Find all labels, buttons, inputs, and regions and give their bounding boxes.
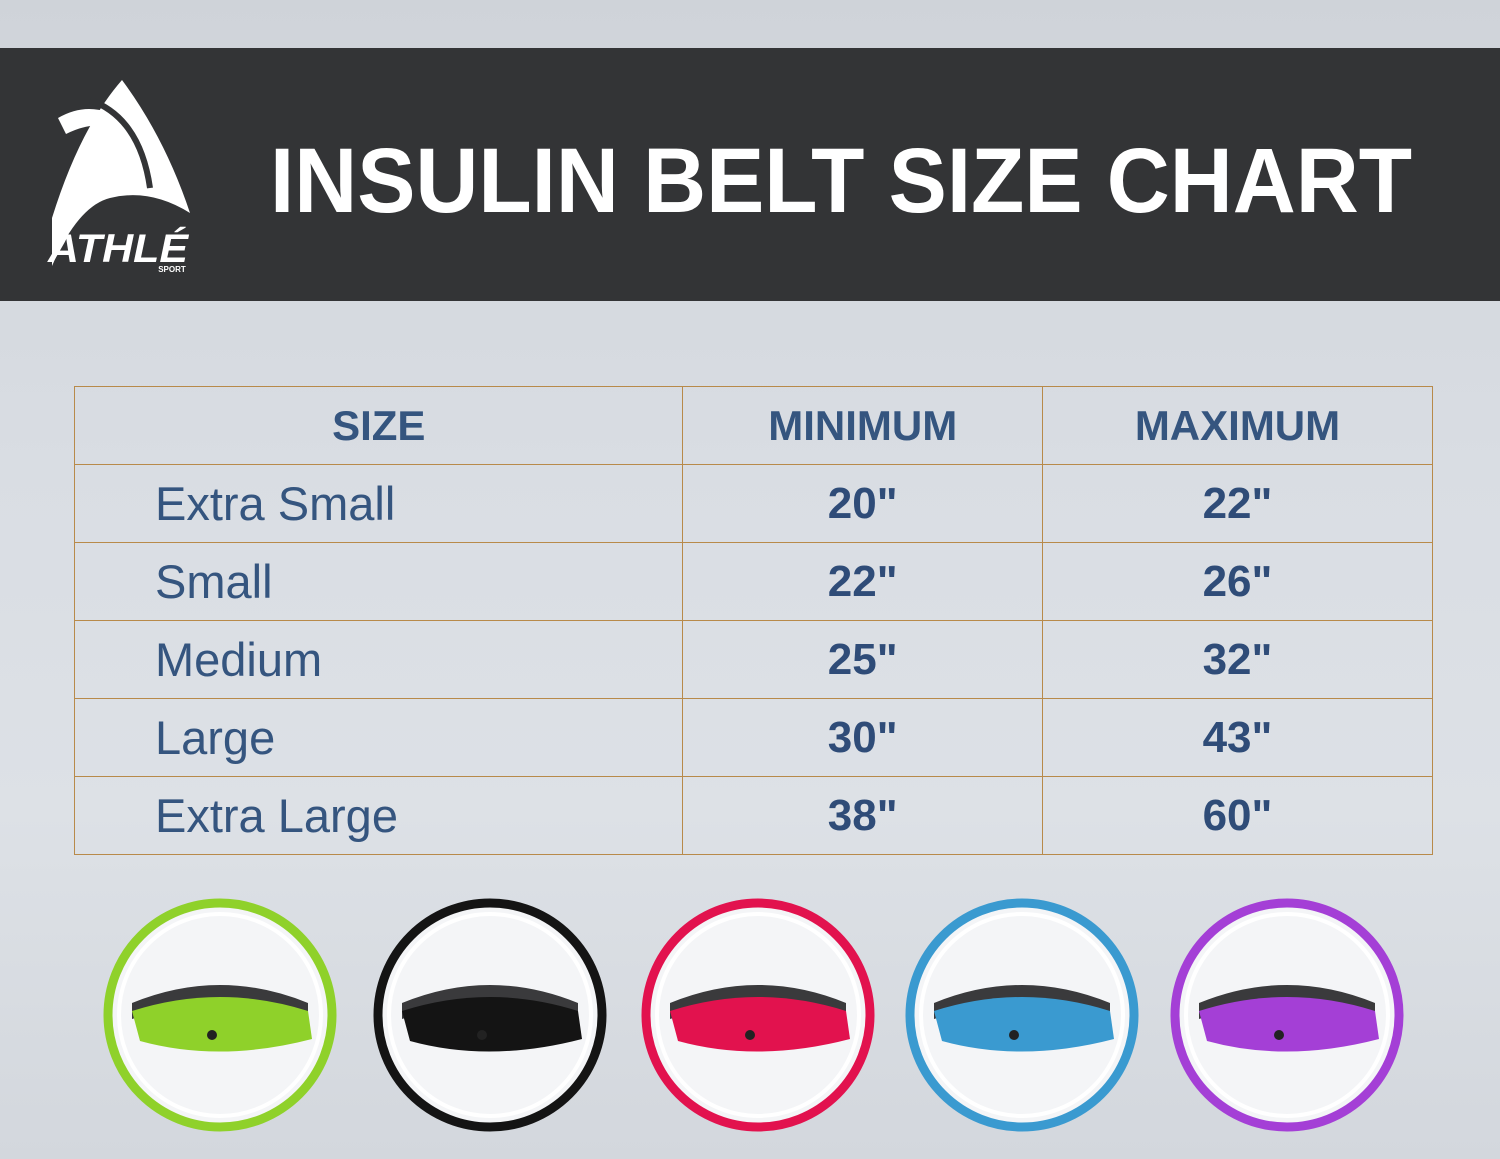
size-name: Extra Small [73,464,684,543]
belt-images [0,880,1500,1159]
size-name: Large [73,698,684,777]
belt-black [378,903,602,1127]
belt-blue [910,903,1134,1127]
column-header: MINIMUM [682,386,1043,465]
size-name: Small [73,542,684,621]
maximum: 22" [1041,464,1434,543]
row: Large 30" 43" [73,698,1434,777]
row: Extra Small 20" 22" [73,464,1434,543]
maximum: 43" [1041,698,1434,777]
minimum: 25" [682,620,1043,699]
minimum: 30" [682,698,1043,777]
belt-green [108,903,332,1127]
minimum: 38" [682,776,1043,855]
maximum: 26" [1041,542,1434,621]
belt-purple [1175,903,1399,1127]
belt-pink [646,903,870,1127]
minimum: 20" [682,464,1043,543]
column-header: MAXIMUM [1041,386,1434,465]
header-band: ATHLÉ SPORT INSULIN BELT SIZE CHART [0,48,1500,301]
size-name: Medium [73,620,684,699]
maximum: 32" [1041,620,1434,699]
size-name: Extra Large [73,776,684,855]
minimum: 22" [682,542,1043,621]
column-header: SIZE [73,386,684,465]
row: Medium 25" 32" [73,620,1434,699]
brand-sub: SPORT [158,265,186,274]
brand: ATHLÉ [47,226,189,271]
header-row: SIZE MINIMUM MAXIMUM [73,386,1434,465]
maximum: 60" [1041,776,1434,855]
title: INSULIN BELT SIZE CHART [270,130,1412,232]
size-table: SIZE MINIMUM MAXIMUM Extra Small 20" 22" S… [73,386,1434,855]
header: ATHLÉ SPORT INSULIN BELT SIZE CHART [47,80,1412,274]
row: Small 22" 26" [73,542,1434,621]
logo: ATHLÉ SPORT [47,80,190,274]
row: Extra Large 38" 60" [73,776,1434,855]
